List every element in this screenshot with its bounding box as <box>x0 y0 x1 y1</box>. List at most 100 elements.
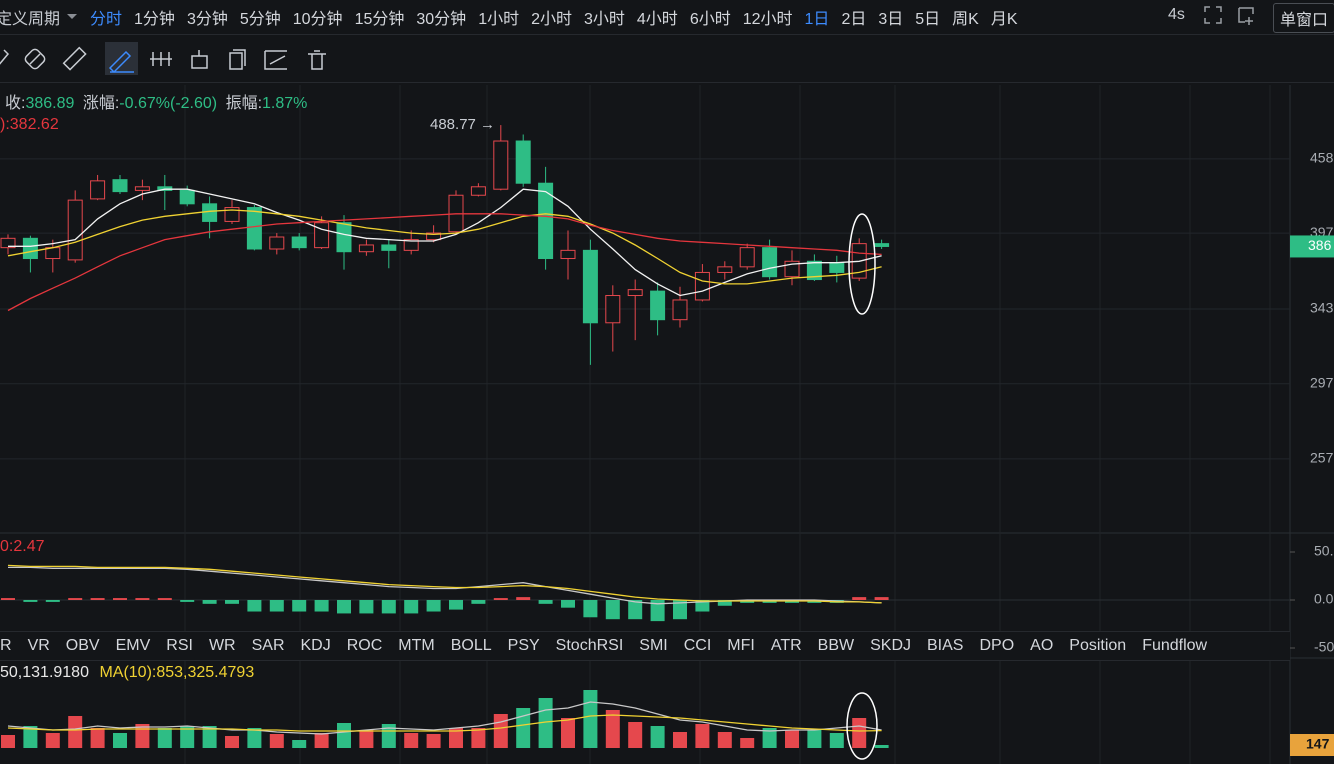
candle-body <box>627 289 643 297</box>
indicator-tab[interactable]: ATR <box>770 637 802 654</box>
amplitude-label: 振幅: <box>225 95 263 112</box>
candle-body <box>45 247 61 260</box>
candle-body <box>560 249 576 260</box>
candle-body <box>739 247 755 268</box>
indicator-tab[interactable]: OBV <box>65 637 100 654</box>
tool-icon[interactable] <box>191 50 208 69</box>
indicator-tab[interactable]: R <box>0 637 12 654</box>
macd-bar <box>247 599 262 612</box>
custom-period[interactable]: 定义周期 <box>0 11 61 28</box>
high-annotation: 488.77 → <box>430 116 496 133</box>
period-option[interactable]: 1日 <box>804 11 830 28</box>
macd-bar <box>583 599 598 618</box>
macd-bar <box>628 599 643 620</box>
ohlc-info: 收:386.89 涨幅:-0.67%(-2.60) 振幅:1.87% <box>5 89 307 113</box>
candle-body <box>246 207 262 250</box>
period-option[interactable]: 15分钟 <box>354 11 405 28</box>
period-option[interactable]: 1小时 <box>478 11 520 28</box>
candle-body <box>605 295 621 324</box>
period-option[interactable]: 30分钟 <box>416 11 467 28</box>
period-option[interactable]: 5日 <box>915 11 941 28</box>
period-option[interactable]: 2日 <box>841 11 867 28</box>
indicator-tab[interactable]: BBW <box>817 637 855 654</box>
ma-line <box>8 188 882 297</box>
tool-icon[interactable] <box>150 52 172 66</box>
indicator-tab[interactable]: DPO <box>979 637 1015 654</box>
indicator-tab[interactable]: Position <box>1069 637 1127 654</box>
indicator-tab[interactable]: EMV <box>115 637 151 654</box>
candle-body <box>224 207 240 222</box>
tool-icon[interactable] <box>308 50 326 70</box>
period-option[interactable]: 周K <box>952 11 979 28</box>
period-option[interactable]: 3小时 <box>584 11 625 28</box>
candle-body <box>582 249 598 324</box>
indicator-tab[interactable]: AO <box>1030 637 1054 654</box>
tool-icon[interactable] <box>108 50 134 74</box>
tool-icon[interactable] <box>264 50 287 70</box>
indicator-tab[interactable]: MTM <box>398 637 435 654</box>
macd-bar <box>605 599 620 620</box>
indicator-tab[interactable]: SAR <box>251 637 285 654</box>
volume-bar <box>717 732 732 748</box>
indicator-tab[interactable]: BIAS <box>927 637 964 654</box>
volume-value: 50,131.9180 <box>0 664 89 681</box>
volume-bar <box>45 733 60 748</box>
indicator-tab[interactable]: MFI <box>727 637 755 654</box>
indicator-tab[interactable]: SKDJ <box>870 637 911 654</box>
y-tick-label: -50 <box>1314 639 1334 655</box>
candle-body <box>403 239 419 251</box>
volume-bar <box>314 733 329 748</box>
fullscreen-icon[interactable] <box>1203 5 1223 25</box>
volume-bar <box>359 730 374 748</box>
indicator-tab[interactable]: KDJ <box>300 637 331 654</box>
tool-icon[interactable] <box>0 49 10 66</box>
period-option[interactable]: 1分钟 <box>134 11 175 28</box>
indicator-tab[interactable]: VR <box>27 637 50 654</box>
candle-body <box>381 244 397 251</box>
macd-label: 0:2.47 <box>0 538 45 555</box>
period-option[interactable]: 4小时 <box>636 11 678 28</box>
active-tool-bg <box>105 42 138 75</box>
candle-body <box>269 236 285 250</box>
candle-body <box>874 243 890 247</box>
refresh-interval[interactable]: 4s <box>1168 6 1185 23</box>
volume-tag: 147 <box>1306 736 1330 752</box>
period-option[interactable]: 5分钟 <box>239 11 281 28</box>
period-option[interactable]: 月K <box>990 11 1018 28</box>
indicator-tab[interactable]: Fundflow <box>1142 637 1208 654</box>
period-option[interactable]: 2小时 <box>531 11 572 28</box>
change-value: -0.67%(-2.60) <box>119 95 218 112</box>
period-option[interactable]: 6小时 <box>689 11 731 28</box>
period-option[interactable]: 12小时 <box>742 11 793 28</box>
period-option[interactable]: 10分钟 <box>292 11 343 28</box>
indicator-tab[interactable]: ROC <box>346 637 383 654</box>
period-option[interactable]: 分时 <box>90 11 123 28</box>
add-window-icon[interactable] <box>1236 5 1256 25</box>
tool-icon[interactable] <box>62 46 87 71</box>
candle-body <box>829 262 845 273</box>
indicator-tab[interactable]: RSI <box>166 637 193 654</box>
indicator-tab[interactable]: CCI <box>683 637 712 654</box>
candle-body <box>515 140 531 184</box>
tool-icon[interactable] <box>24 48 47 71</box>
tool-icon[interactable] <box>229 49 246 70</box>
macd-bar <box>225 599 239 604</box>
indicator-tab[interactable]: BOLL <box>450 637 492 654</box>
candle-body <box>0 237 16 249</box>
candle-body <box>291 236 307 249</box>
period-option[interactable]: 3日 <box>878 11 904 28</box>
candle-body <box>470 186 486 196</box>
macd-bar <box>269 599 284 612</box>
ma-line <box>7 209 882 285</box>
close-value: 386.89 <box>25 95 75 112</box>
indicator-tab[interactable]: PSY <box>507 637 540 654</box>
dropdown-caret[interactable] <box>66 13 78 21</box>
indicator-tab[interactable]: WR <box>208 637 236 654</box>
window-mode[interactable]: 单窗口 <box>1273 3 1334 33</box>
volume-bar <box>68 716 83 748</box>
indicator-tab[interactable]: StochRSI <box>555 637 624 654</box>
volume-bar <box>874 745 889 748</box>
indicator-tab[interactable]: SMI <box>639 637 668 654</box>
drawing-tools <box>0 42 326 75</box>
period-option[interactable]: 3分钟 <box>186 11 228 28</box>
